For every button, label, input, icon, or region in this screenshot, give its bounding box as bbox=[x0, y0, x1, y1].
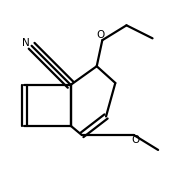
Text: O: O bbox=[96, 30, 105, 40]
Text: O: O bbox=[132, 135, 140, 145]
Text: N: N bbox=[22, 38, 30, 48]
